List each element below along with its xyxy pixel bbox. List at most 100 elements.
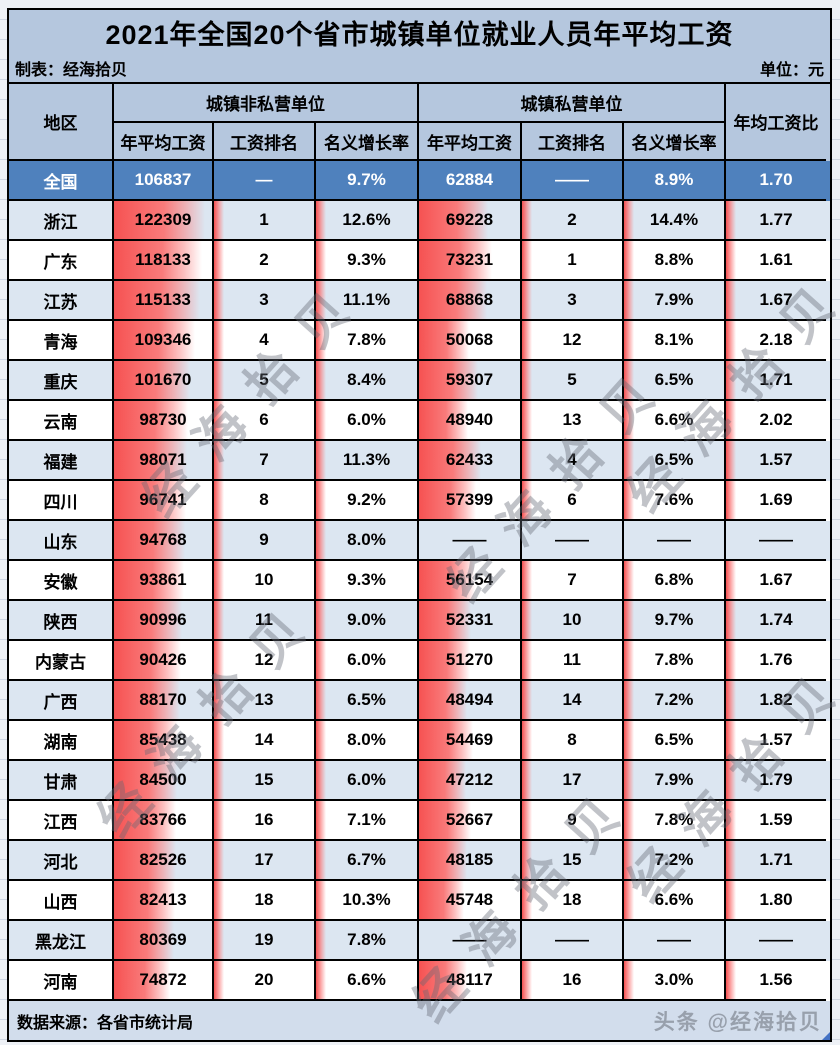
column-header-np-growth: 名义增长率 [316, 123, 419, 161]
cell-value: 8.8% [654, 250, 694, 269]
data-bar [114, 481, 187, 519]
region-cell: 四川 [9, 481, 114, 521]
table-row: 江西 83766 16 7.1% 52667 9 7.8% 1.59 [9, 801, 830, 841]
np-growth-cell: 6.0% [316, 401, 419, 441]
cell-value: —— [555, 530, 589, 549]
data-bar-sliver [522, 281, 532, 319]
cell-value: 118133 [135, 250, 191, 269]
cell-value: 7.8% [347, 930, 386, 949]
cell-value: 6.7% [347, 850, 386, 869]
cell-value: 12 [562, 330, 582, 349]
table-row: 陕西 90996 11 9.0% 52331 10 9.7% 1.74 [9, 601, 830, 641]
data-bar-sliver [624, 361, 634, 399]
cell-value: 6.6% [347, 970, 386, 989]
np-wage-cell: 109346 [114, 321, 214, 361]
cell-value: 6.5% [347, 690, 386, 709]
cell-value: 广东 [43, 252, 78, 272]
cell-value: 14 [254, 730, 274, 749]
ratio-cell: —— [726, 921, 826, 961]
data-bar [419, 641, 470, 679]
data-bar-sliver [214, 761, 224, 799]
p-wage-cell: 54469 [419, 721, 522, 761]
data-bar-sliver [214, 961, 224, 999]
cell-value: 15 [254, 770, 274, 789]
table-row: 甘肃 84500 15 6.0% 47212 17 7.9% 1.79 [9, 761, 830, 801]
cell-value: 1.79 [759, 770, 793, 789]
np-growth-cell: 6.7% [316, 841, 419, 881]
p-growth-cell: 6.5% [624, 361, 726, 401]
ratio-cell: 1.67 [726, 281, 826, 321]
data-bar-sliver [316, 321, 326, 359]
cell-value: 1.69 [759, 490, 793, 509]
cell-value: 106837 [134, 170, 192, 189]
data-bar [419, 281, 488, 319]
cell-value: 52331 [445, 610, 494, 629]
data-bar [419, 481, 476, 519]
toutiao-credit-label: 头条 @经海拾贝 [653, 1010, 822, 1034]
p-growth-cell: 7.9% [624, 761, 726, 801]
p-wage-cell: 69228 [419, 201, 522, 241]
p-growth-cell: —— [624, 921, 726, 961]
np-wage-cell: 101670 [114, 361, 214, 401]
cell-value: 8 [567, 730, 577, 749]
data-bar-sliver [214, 361, 224, 399]
cell-value: 9.0% [347, 610, 386, 629]
data-bar [114, 281, 200, 319]
table-row: 重庆 101670 5 8.4% 59307 5 6.5% 1.71 [9, 361, 830, 401]
np-rank-cell: 18 [214, 881, 316, 921]
data-bar [419, 561, 475, 599]
data-bar-sliver [316, 241, 326, 279]
cell-value: 10.3% [342, 890, 391, 909]
np-rank-cell: 12 [214, 641, 316, 681]
cell-value: 山西 [43, 892, 78, 912]
ratio-cell: 1.77 [726, 201, 826, 241]
cell-value: 1.57 [759, 730, 793, 749]
np-rank-cell: 4 [214, 321, 316, 361]
cell-value: 69228 [445, 210, 494, 229]
data-bar [114, 761, 177, 799]
np-growth-cell: 12.6% [316, 201, 419, 241]
cell-value: —— [657, 530, 691, 549]
np-rank-cell: 8 [214, 481, 316, 521]
np-rank-cell: 7 [214, 441, 316, 481]
table-row: 云南 98730 6 6.0% 48940 13 6.6% 2.02 [9, 401, 830, 441]
cell-value: 17 [562, 770, 582, 789]
np-wage-cell: 106837 [114, 161, 214, 201]
cell-value: 7.2% [654, 690, 694, 709]
cell-value: 1 [567, 250, 577, 269]
data-bar [419, 361, 478, 399]
cell-value: 黑龙江 [35, 932, 86, 952]
cell-value: 12.6% [342, 210, 391, 229]
data-bar [114, 521, 185, 559]
cell-value: 6.5% [654, 730, 694, 749]
p-growth-cell: 8.8% [624, 241, 726, 281]
cell-value: 1.67 [759, 290, 793, 309]
cell-value: —— [452, 930, 487, 949]
table-row: 内蒙古 90426 12 6.0% 51270 11 7.8% 1.76 [9, 641, 830, 681]
np-growth-cell: 6.0% [316, 641, 419, 681]
region-cell: 河北 [9, 841, 114, 881]
p-rank-cell: 17 [522, 761, 624, 801]
cell-value: 1.57 [759, 450, 793, 469]
data-bar-sliver [624, 681, 634, 719]
column-header-np-wage: 年平均工资 [114, 123, 214, 161]
cell-value: 8.1% [654, 330, 694, 349]
p-wage-cell: 50068 [419, 321, 522, 361]
p-wage-cell: 56154 [419, 561, 522, 601]
cell-value: 9 [567, 810, 577, 829]
p-growth-cell: 6.5% [624, 721, 726, 761]
cell-value: 1.61 [759, 250, 793, 269]
data-bar-sliver [624, 881, 634, 919]
np-wage-cell: 94768 [114, 521, 214, 561]
region-cell: 甘肃 [9, 761, 114, 801]
table-row: 黑龙江 80369 19 7.8% —— —— —— —— [9, 921, 830, 961]
data-bar [114, 721, 178, 759]
cell-value: 54469 [445, 730, 494, 749]
data-bar-sliver [624, 281, 634, 319]
data-bar [419, 761, 466, 799]
data-bar-sliver [624, 241, 634, 279]
cell-value: 14.4% [649, 210, 699, 229]
data-bar-sliver [214, 881, 224, 919]
data-bar-sliver [726, 281, 736, 319]
data-bar [114, 881, 176, 919]
